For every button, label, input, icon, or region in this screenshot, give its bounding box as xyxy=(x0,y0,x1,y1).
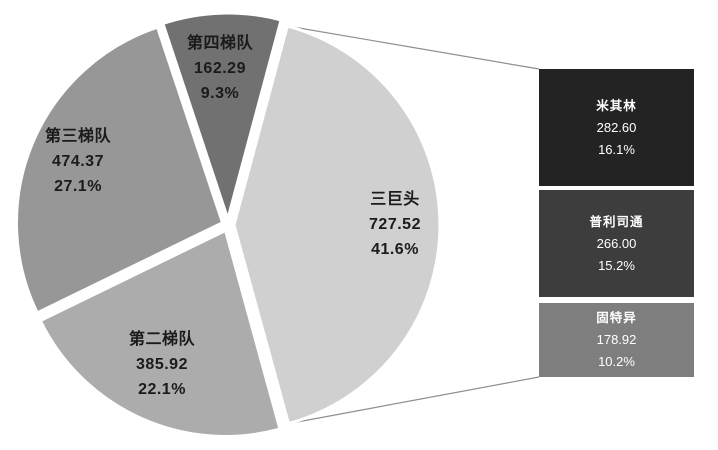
bar-name: 米其林 xyxy=(596,98,637,113)
pie-label-big-three: 三巨头 727.52 41.6% xyxy=(330,187,460,262)
pie-label-tier-3: 第三梯队 474.37 27.1% xyxy=(16,124,140,199)
slice-percent: 41.6% xyxy=(371,241,419,258)
pie-slice-tier-4 xyxy=(161,11,283,221)
breakdown-box-goodyear: 固特异 178.92 10.2% xyxy=(539,303,694,377)
slice-percent: 22.1% xyxy=(138,381,186,398)
pie-label-tier-4: 第四梯队 162.29 9.3% xyxy=(158,31,282,106)
slice-value: 385.92 xyxy=(136,356,188,373)
bar-value: 282.60 xyxy=(596,119,637,135)
slice-name: 第二梯队 xyxy=(128,331,195,348)
slice-percent: 27.1% xyxy=(54,178,102,195)
slice-percent: 9.3% xyxy=(200,85,240,102)
pie-slice-tier-3 xyxy=(14,25,224,315)
bar-name: 固特异 xyxy=(596,311,637,325)
pie-label-tier-2: 第二梯队 385.92 22.1% xyxy=(100,327,224,402)
bar-percent: 15.2% xyxy=(598,257,635,273)
slice-value: 162.29 xyxy=(194,60,246,77)
slice-name: 三巨头 xyxy=(370,191,420,208)
connector-line-top xyxy=(287,25,540,70)
slice-value: 474.37 xyxy=(52,153,104,170)
bar-name: 普利司通 xyxy=(589,214,644,229)
bar-value: 178.92 xyxy=(596,332,637,347)
slice-name: 第四梯队 xyxy=(186,35,253,52)
bar-percent: 16.1% xyxy=(598,141,635,157)
slice-value: 727.52 xyxy=(369,216,421,233)
pie-slice-big-three xyxy=(232,24,442,426)
bar-percent: 10.2% xyxy=(598,354,635,369)
connector-line-bottom xyxy=(288,376,540,425)
breakdown-box-michelin: 米其林 282.60 16.1% xyxy=(539,69,694,186)
slice-name: 第三梯队 xyxy=(44,128,111,145)
bar-value: 266.00 xyxy=(596,235,637,251)
pie-slice-tier-2 xyxy=(38,229,282,438)
breakdown-box-bridgestone: 普利司通 266.00 15.2% xyxy=(539,190,694,297)
